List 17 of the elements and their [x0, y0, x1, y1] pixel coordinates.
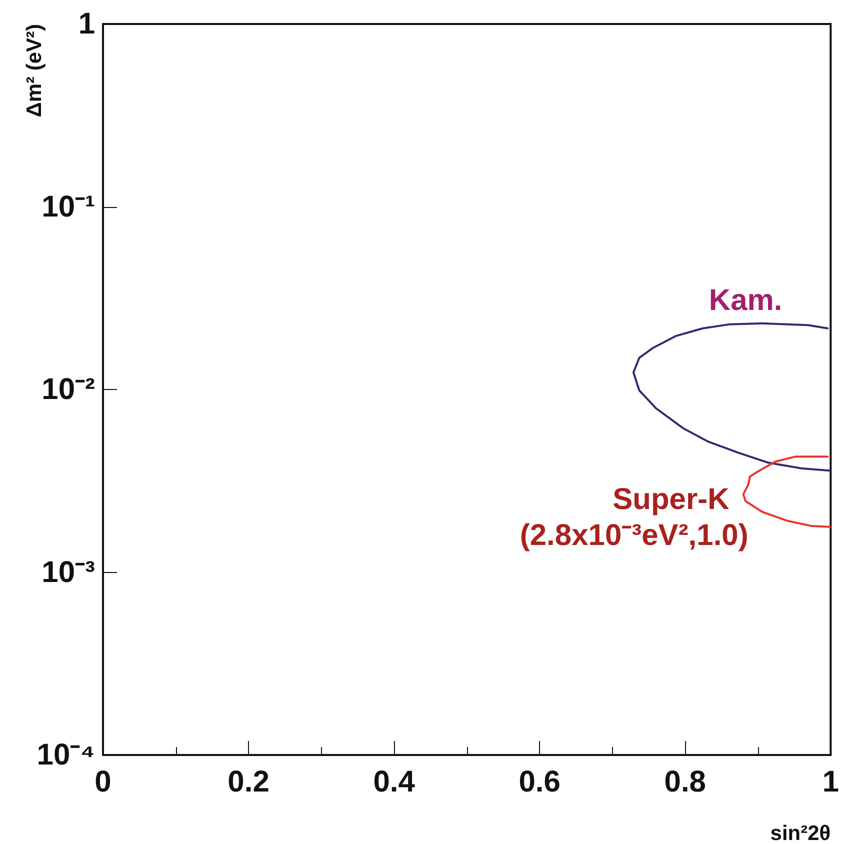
line-series — [632, 322, 831, 472]
x-tick-label: 0.8 — [664, 766, 706, 798]
series-label: Super-K — [612, 482, 730, 516]
x-tick-label: 1 — [822, 766, 839, 798]
x-tick-label: 0.6 — [518, 766, 560, 798]
annotation: (2.8x10⁻³eV²,1.0) — [520, 518, 748, 552]
x-tick-label: 0 — [94, 766, 112, 798]
x-tick-label: 0.2 — [228, 766, 270, 798]
y-tick-label: 1 — [78, 8, 95, 40]
y-tick-label: 10⁻² — [42, 373, 96, 406]
y-tick-label: 10⁻⁴ — [36, 738, 95, 772]
x-axis-title: sin²2θ — [770, 822, 831, 844]
y-axis-title: Δm² (eV²) — [23, 24, 46, 118]
y-tick-label: 10⁻¹ — [42, 190, 96, 224]
series-label: Kam. — [708, 284, 782, 317]
x-tick-label: 0.4 — [373, 766, 416, 798]
y-tick-label: 10⁻³ — [42, 556, 96, 589]
